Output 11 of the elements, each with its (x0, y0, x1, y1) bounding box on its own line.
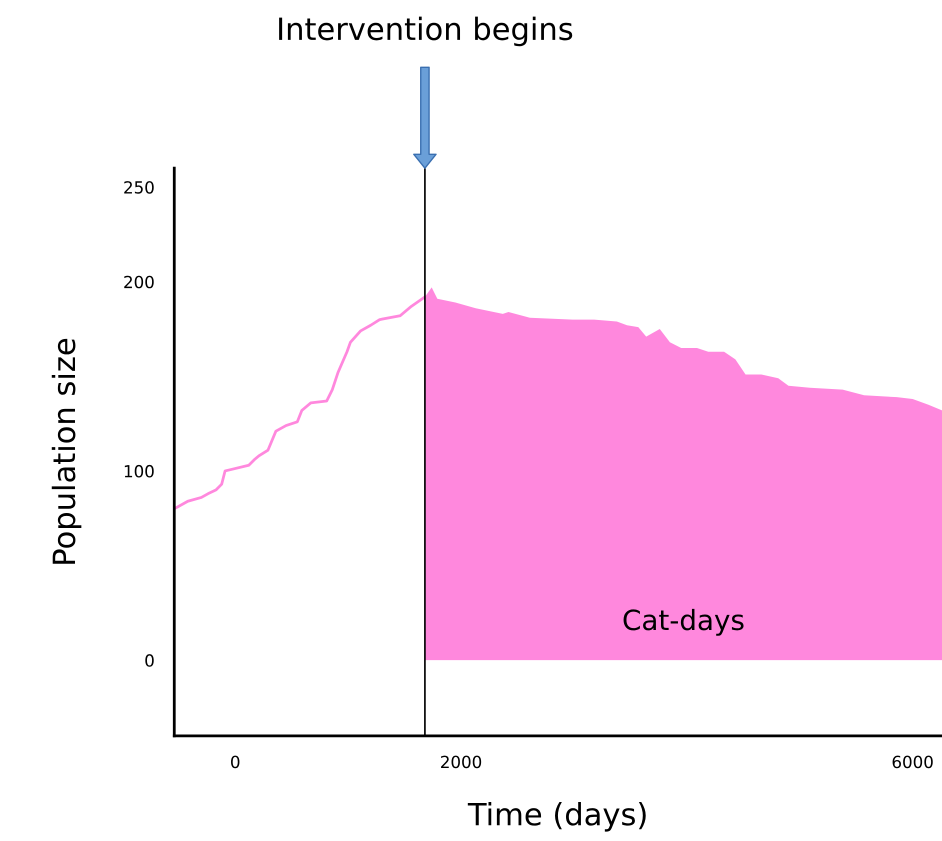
y-tick-label: 200 (124, 276, 154, 288)
x-tick-label: 2000 (441, 756, 482, 768)
x-tick-label: 6000 (892, 756, 933, 768)
y-tick-label: 0 (145, 654, 154, 667)
text: Intervention begins (279, 16, 572, 46)
annotation: Cat-days (624, 608, 744, 636)
x-tick-label: 0 (231, 756, 240, 768)
y-tick-label: 100 (124, 464, 154, 478)
y-tick-label: 250 (124, 181, 154, 194)
y-axis-title: Population size (52, 338, 82, 564)
x-axis-title: Time (days) (468, 802, 646, 832)
